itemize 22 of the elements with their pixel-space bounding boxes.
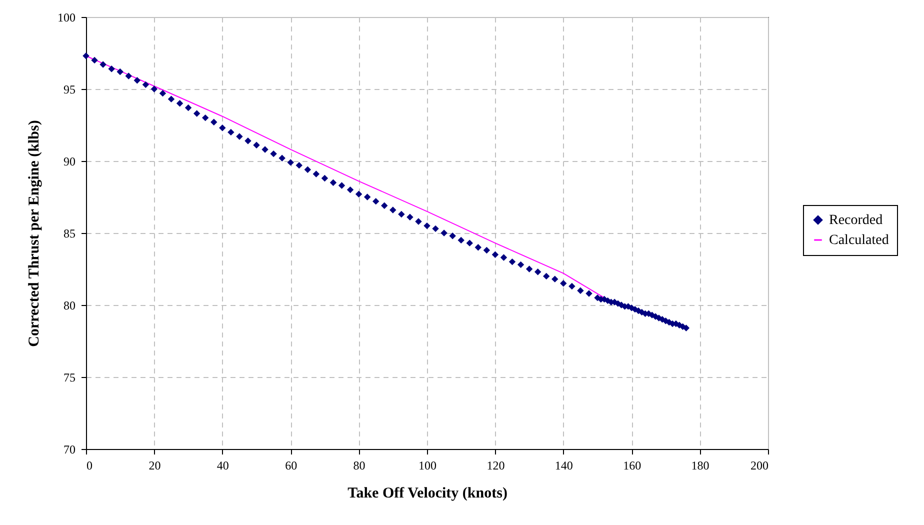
x-tick-label: 60 [285,458,298,472]
y-tick-label: 70 [64,442,76,456]
x-tick-label: 140 [554,458,573,472]
legend-label: Calculated [829,233,889,248]
y-axis-title: Corrected Thrust per Engine (klbs) [26,120,42,347]
x-tick-label: 200 [750,458,768,472]
x-axis-title: Take Off Velocity (knots) [348,486,508,502]
x-tick-label: 80 [353,458,366,472]
x-tick-label: 40 [216,458,229,472]
x-tick-label: 160 [623,458,642,472]
x-tick-label: 20 [148,458,161,472]
x-tick-label: 120 [486,458,505,472]
x-tick-label: 100 [418,458,436,472]
y-tick-label: 75 [64,370,76,384]
y-tick-label: 95 [64,82,76,96]
y-tick-label: 100 [58,10,76,24]
legend-label: Recorded [829,213,883,228]
y-tick-label: 85 [64,226,76,240]
x-tick-label: 0 [86,458,92,472]
y-tick-label: 90 [64,154,76,168]
x-tick-label: 180 [691,458,710,472]
y-tick-label: 80 [64,298,76,312]
